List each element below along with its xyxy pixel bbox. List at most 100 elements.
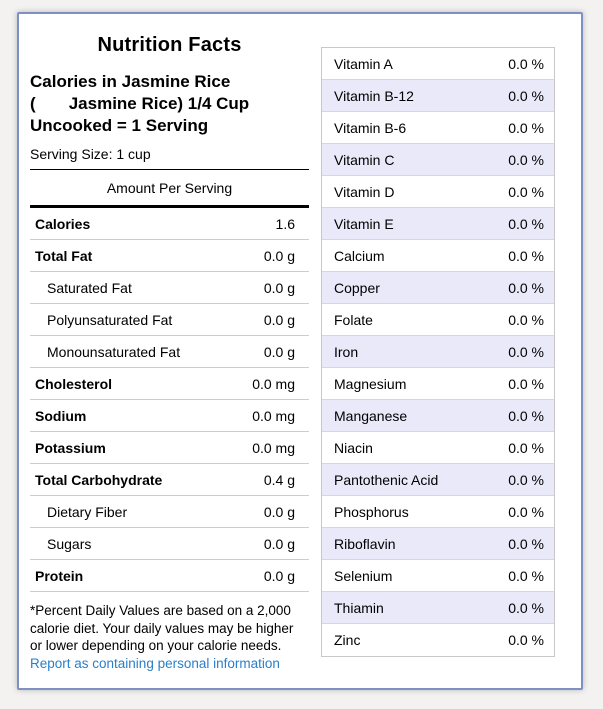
nutrient-value: 0.0 g (263, 503, 295, 520)
nutrient-label: Monounsaturated Fat (47, 343, 181, 360)
nutrient-label: Total Carbohydrate (35, 471, 163, 488)
nutrition-facts-card: Nutrition Facts Calories in Jasmine Rice… (17, 12, 583, 690)
micronutrient-value: 0.0 % (508, 311, 544, 328)
nutrient-row: Total Fat 0.0 g (30, 240, 309, 272)
micronutrient-row: Magnesium 0.0 % (322, 368, 554, 400)
nutrient-row: Monounsaturated Fat 0.0 g (30, 336, 309, 368)
micronutrients-table: Vitamin A 0.0 % Vitamin B-12 0.0 % Vitam… (321, 47, 555, 657)
nutrient-row: Calories 1.6 (30, 208, 309, 240)
micronutrient-label: Riboflavin (334, 535, 396, 552)
report-personal-information-link[interactable]: Report as containing personal informatio… (30, 655, 280, 671)
micronutrient-label: Vitamin E (334, 215, 394, 232)
micronutrient-row: Zinc 0.0 % (322, 624, 554, 656)
micronutrient-label: Calcium (334, 247, 385, 264)
nutrition-facts-title: Nutrition Facts (97, 34, 242, 56)
micronutrient-row: Vitamin D 0.0 % (322, 176, 554, 208)
micronutrient-label: Manganese (334, 407, 408, 424)
divider-thick (30, 205, 309, 208)
micronutrient-label: Vitamin C (334, 151, 395, 168)
micronutrient-label: Vitamin D (334, 183, 395, 200)
micronutrient-row: Calcium 0.0 % (322, 240, 554, 272)
micronutrient-value: 0.0 % (508, 535, 544, 552)
micronutrient-label: Thiamin (334, 599, 384, 616)
nutrients-table: Calories 1.6 Total Fat 0.0 g Saturated F… (30, 208, 309, 592)
micronutrient-row: Riboflavin 0.0 % (322, 528, 554, 560)
micronutrient-row: Niacin 0.0 % (322, 432, 554, 464)
nutrient-value: 1.6 (275, 215, 295, 232)
nutrition-label-column: Nutrition Facts Calories in Jasmine Rice… (30, 26, 309, 673)
nutrient-label: Total Fat (35, 247, 93, 264)
micronutrient-row: Copper 0.0 % (322, 272, 554, 304)
nutrient-label: Polyunsaturated Fat (47, 311, 173, 328)
nutrient-label: Cholesterol (35, 375, 113, 392)
nutrient-value: 0.0 g (263, 343, 295, 360)
nutrient-label: Sodium (35, 407, 87, 424)
micronutrient-row: Pantothenic Acid 0.0 % (322, 464, 554, 496)
nutrient-row: Potassium 0.0 mg (30, 432, 309, 464)
micronutrient-label: Zinc (334, 632, 361, 648)
micronutrient-label: Copper (334, 279, 380, 296)
micronutrient-value: 0.0 % (508, 119, 544, 136)
micronutrient-label: Vitamin A (334, 55, 393, 72)
nutrient-row: Protein 0.0 g (30, 560, 309, 592)
nutrient-value: 0.0 g (263, 279, 295, 296)
nutrient-label: Calories (35, 215, 91, 232)
micronutrient-row: Phosphorus 0.0 % (322, 496, 554, 528)
micronutrient-value: 0.0 % (508, 632, 544, 648)
micronutrient-row: Vitamin C 0.0 % (322, 144, 554, 176)
nutrient-row: Sugars 0.0 g (30, 528, 309, 560)
micronutrient-value: 0.0 % (508, 439, 544, 456)
micronutrient-value: 0.0 % (508, 55, 544, 72)
micronutrient-row: Folate 0.0 % (322, 304, 554, 336)
nutrient-label: Saturated Fat (47, 279, 132, 296)
micronutrient-value: 0.0 % (508, 343, 544, 360)
micronutrient-row: Thiamin 0.0 % (322, 592, 554, 624)
micronutrient-label: Vitamin B-12 (334, 87, 414, 104)
micronutrient-value: 0.0 % (508, 183, 544, 200)
daily-values-footnote: *Percent Daily Values are based on a 2,0… (30, 603, 294, 653)
micronutrient-row: Vitamin B-6 0.0 % (322, 112, 554, 144)
micronutrient-label: Pantothenic Acid (334, 471, 439, 488)
nutrient-row: Sodium 0.0 mg (30, 400, 309, 432)
micronutrient-row: Vitamin A 0.0 % (322, 48, 554, 80)
nutrient-label: Protein (35, 567, 84, 584)
nutrient-value: 0.0 g (263, 247, 295, 264)
micronutrient-label: Magnesium (334, 375, 407, 392)
nutrient-label: Potassium (35, 439, 106, 456)
nutrient-value: 0.0 mg (252, 439, 295, 456)
micronutrient-value: 0.0 % (508, 247, 544, 264)
serving-size-text: Serving Size: 1 cup (30, 146, 151, 162)
micronutrient-value: 0.0 % (508, 567, 544, 584)
micronutrient-value: 0.0 % (508, 375, 544, 392)
micronutrient-row: Vitamin B-12 0.0 % (322, 80, 554, 112)
nutrient-row: Dietary Fiber 0.0 g (30, 496, 309, 528)
nutrient-value: 0.0 mg (252, 407, 295, 424)
micronutrient-value: 0.0 % (508, 503, 544, 520)
micronutrient-label: Folate (334, 311, 373, 328)
micronutrient-value: 0.0 % (508, 215, 544, 232)
micronutrient-row: Manganese 0.0 % (322, 400, 554, 432)
micronutrient-value: 0.0 % (508, 279, 544, 296)
nutrient-row: Total Carbohydrate 0.4 g (30, 464, 309, 496)
micronutrient-label: Selenium (334, 567, 393, 584)
micronutrient-value: 0.0 % (508, 407, 544, 424)
micronutrient-row: Iron 0.0 % (322, 336, 554, 368)
nutrient-value: 0.0 g (263, 311, 295, 328)
micronutrient-label: Niacin (334, 439, 373, 456)
micronutrient-value: 0.0 % (508, 87, 544, 104)
nutrient-value: 0.0 g (263, 535, 295, 552)
micronutrient-label: Iron (334, 343, 359, 360)
nutrient-row: Cholesterol 0.0 mg (30, 368, 309, 400)
micronutrient-row: Selenium 0.0 % (322, 560, 554, 592)
micronutrient-value: 0.0 % (508, 151, 544, 168)
micronutrient-value: 0.0 % (508, 599, 544, 616)
nutrient-value: 0.0 g (263, 567, 295, 584)
micronutrient-label: Vitamin B-6 (334, 119, 407, 136)
micronutrient-label: Phosphorus (334, 503, 409, 520)
divider-thin (30, 169, 309, 170)
micronutrient-value: 0.0 % (508, 471, 544, 488)
nutrient-value: 0.4 g (263, 471, 295, 488)
nutrient-label: Sugars (47, 535, 92, 552)
product-title: Calories in Jasmine Rice ( Jasmine Rice)… (30, 72, 250, 135)
nutrient-value: 0.0 mg (252, 375, 295, 392)
